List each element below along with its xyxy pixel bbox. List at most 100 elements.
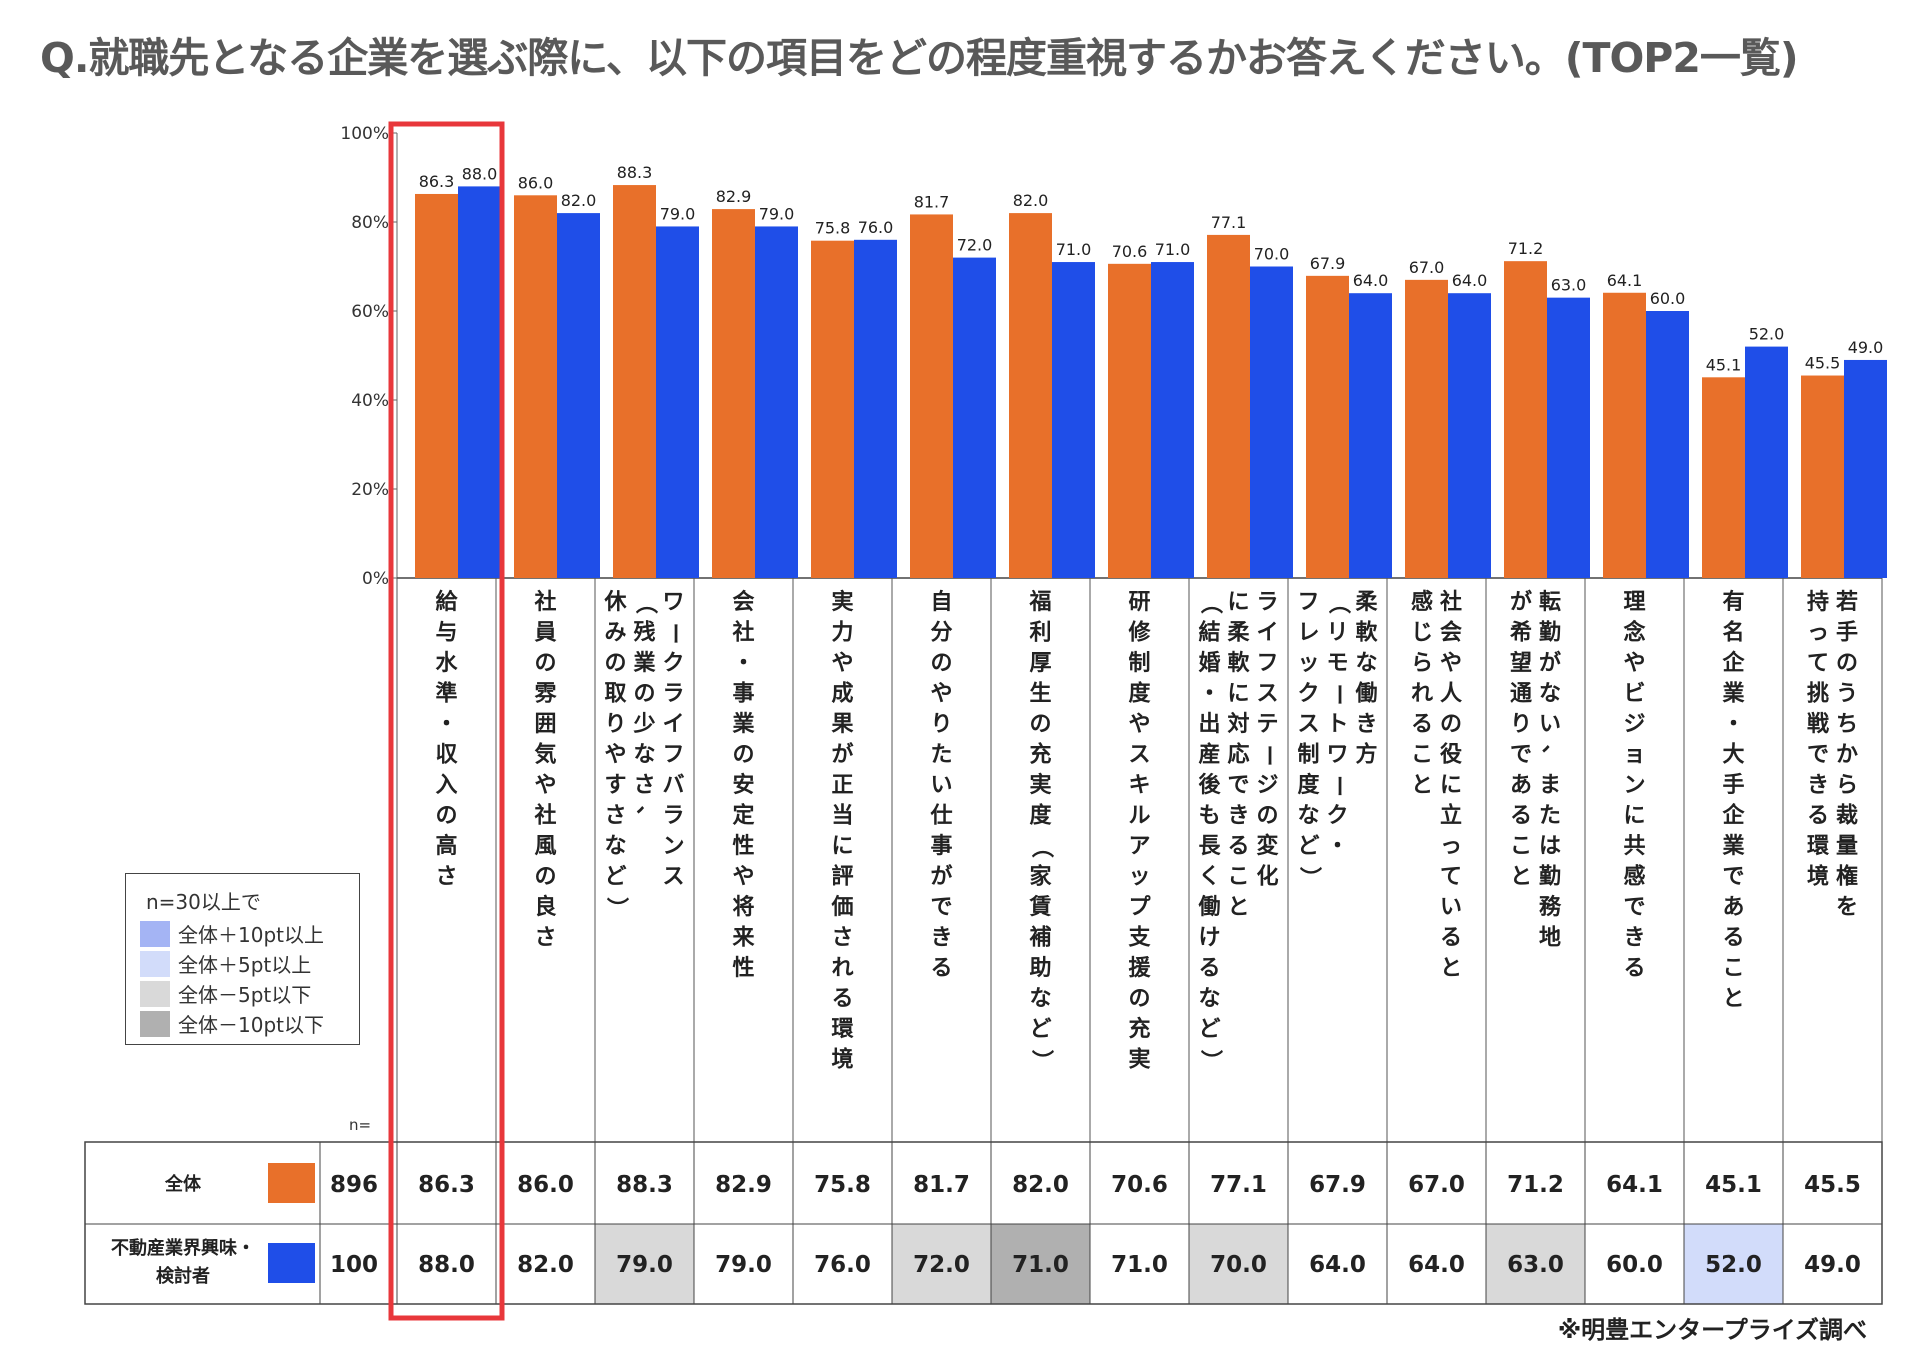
bar-all: [1504, 261, 1547, 578]
data-label-all: 70.6: [1112, 242, 1148, 261]
category-char: と: [1411, 773, 1433, 798]
n-value-realestate: 100: [330, 1252, 378, 1278]
bar-realestate: [1052, 262, 1095, 578]
category-char: の: [1256, 804, 1278, 829]
category-char: 柔: [1355, 590, 1378, 615]
category-char: っ: [1807, 621, 1829, 646]
bar-all: [1702, 377, 1745, 578]
category-char: さ: [604, 804, 626, 829]
category-char: さ: [831, 926, 853, 951]
legend-item-minus5: 全体－5pt以下: [140, 979, 311, 1007]
category-char: ど: [1198, 1017, 1220, 1042]
category-char: 助: [1029, 956, 1051, 981]
category-char: 産: [1198, 742, 1220, 768]
category-char: バ: [662, 773, 684, 798]
category-char: 立: [1440, 803, 1462, 829]
category-char: こ: [1722, 956, 1744, 981]
category-char: 勤: [1539, 620, 1561, 646]
category-char: ト: [1326, 712, 1348, 737]
category-char: る: [1722, 926, 1744, 951]
category-char: こ: [1227, 865, 1249, 890]
category-char: 評: [831, 864, 853, 890]
data-label-realestate: 71.0: [1056, 240, 1092, 259]
category-char: 気: [534, 742, 556, 768]
category-char: 境: [1807, 864, 1829, 890]
category-char: い: [1539, 712, 1561, 737]
highlight-frame: [388, 121, 505, 1321]
category-char: ス: [1256, 682, 1278, 707]
category-char: あ: [1722, 895, 1744, 920]
category-char: に: [831, 834, 853, 859]
category-char: 制: [1297, 743, 1319, 768]
category-char: ラ: [662, 804, 684, 829]
data-label-realestate: 60.0: [1650, 289, 1686, 308]
category-char: ・: [1198, 682, 1220, 707]
category-char: 分: [930, 621, 952, 646]
category-char: 結: [1198, 620, 1220, 646]
category-char: 収: [435, 743, 458, 768]
category-char: 少: [632, 712, 655, 737]
category-char: 感: [1411, 589, 1433, 615]
row-label-realestate-line1: 不動産業界興味・: [111, 1237, 255, 1259]
category-char: 囲: [534, 712, 556, 737]
category-char: ）: [1198, 1049, 1223, 1071]
source-note: ※明豊エンタープライズ調べ: [1557, 1316, 1867, 1344]
category-char: 、: [633, 805, 658, 827]
category-char: 度: [1297, 772, 1320, 798]
category-char: 支: [1128, 926, 1151, 951]
category-char: 自: [930, 589, 952, 615]
category-char: の: [1029, 712, 1051, 737]
category-char: 務: [1539, 894, 1562, 920]
category-char: ワ: [662, 590, 684, 615]
category-char: 応: [1227, 742, 1249, 768]
y-tick-label: 80%: [351, 213, 389, 233]
category-char: な: [604, 834, 626, 859]
category-char: き: [930, 926, 952, 951]
y-tick-label: 40%: [351, 391, 389, 411]
category-char: ジ: [1256, 773, 1278, 798]
category-char: の: [930, 651, 952, 676]
table-cell-realestate: 72.0: [913, 1252, 970, 1278]
category-char: ー: [1256, 744, 1281, 766]
data-label-realestate: 70.0: [1254, 245, 1290, 264]
category-char: 成: [831, 682, 853, 707]
category-char: な: [1355, 651, 1377, 676]
category-char: り: [930, 712, 952, 737]
category-char: ビ: [1623, 682, 1645, 707]
category-char: 感: [1623, 864, 1645, 890]
table-cell-all: 45.5: [1804, 1172, 1861, 1198]
category-char: 事: [930, 833, 952, 859]
highlight-cell: [595, 1224, 694, 1304]
category-char: ・: [732, 651, 754, 676]
bar-realestate: [953, 257, 996, 578]
category-char: 福: [1028, 590, 1051, 615]
table-cell-realestate: 70.0: [1210, 1252, 1267, 1278]
category-char: ら: [1836, 773, 1858, 798]
category-char: け: [1198, 926, 1220, 951]
category-char: れ: [831, 956, 853, 981]
data-label-realestate: 79.0: [660, 204, 696, 223]
category-char: 業: [633, 651, 656, 676]
legend-swatch-minus5: [140, 980, 170, 1007]
category-char: 性: [732, 834, 754, 859]
category-char: プ: [1128, 895, 1151, 920]
table-cell-realestate: 82.0: [517, 1252, 574, 1278]
category-char: う: [1836, 682, 1858, 707]
chart-title: Q.就職先となる企業を選ぶ際に、以下の項目をどの程度重視するかお答えください。(…: [40, 34, 1799, 82]
table-cell-all: 45.1: [1705, 1172, 1762, 1198]
category-char: 対: [1227, 712, 1249, 737]
category-char: 度: [1128, 681, 1151, 707]
category-char: 勤: [1539, 864, 1561, 890]
bar-all: [1603, 292, 1646, 578]
category-char: 制: [1128, 651, 1150, 676]
row-swatch-all: [268, 1163, 315, 1203]
category-char: 企: [1721, 650, 1745, 676]
category-char: 良: [534, 894, 556, 920]
category-char: の: [732, 743, 754, 768]
category-char: ー: [1326, 683, 1351, 705]
table-cell-realestate: 76.0: [814, 1252, 871, 1278]
category-char: で: [1807, 743, 1829, 768]
category-char: ど: [1297, 834, 1319, 859]
data-label-all: 86.3: [419, 172, 455, 191]
data-label-realestate: 71.0: [1155, 240, 1191, 259]
